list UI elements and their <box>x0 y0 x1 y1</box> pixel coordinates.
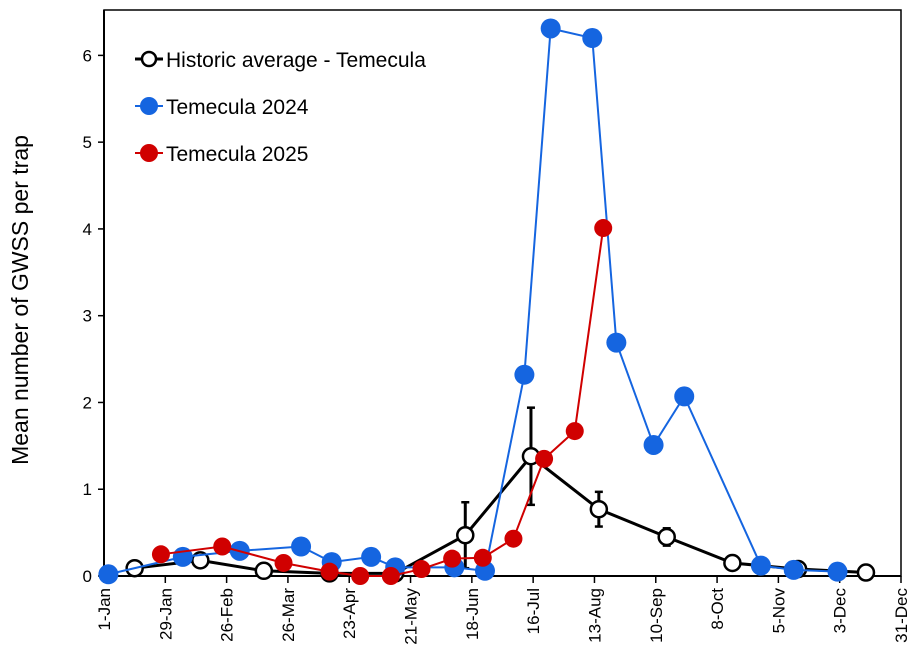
x-tick-label: 8-Oct <box>708 588 727 630</box>
data-point <box>443 549 462 568</box>
y-tick-label: 0 <box>83 567 92 586</box>
legend-label: Temecula 2024 <box>166 96 309 119</box>
y-axis-label: Mean number of GWSS per trap <box>7 135 33 465</box>
series-1 <box>98 18 848 585</box>
x-tick-label: 1-Jan <box>95 588 114 631</box>
data-point <box>856 563 876 582</box>
legend-item: Temecula 2025 <box>135 143 308 166</box>
x-tick-label: 16-Jul <box>524 588 543 634</box>
data-point <box>643 434 664 455</box>
data-point <box>473 548 492 567</box>
data-point <box>657 527 676 547</box>
x-tick-label: 29-Jan <box>156 588 175 640</box>
data-point <box>540 18 561 39</box>
legend: Historic average - Temecula Temecula 2024… <box>135 49 426 166</box>
data-point <box>213 537 232 556</box>
data-point <box>723 553 742 573</box>
y-tick-label: 4 <box>83 220 92 239</box>
data-point <box>361 546 382 567</box>
series-line <box>108 27 838 576</box>
series-line <box>160 227 605 577</box>
x-tick-label: 21-May <box>402 588 421 645</box>
data-point <box>750 555 771 576</box>
data-point <box>606 332 627 353</box>
data-point <box>291 536 312 557</box>
x-tick-label: 13-Aug <box>585 588 604 643</box>
legend-marker <box>140 97 158 115</box>
data-point <box>514 364 535 385</box>
legend-marker <box>140 50 158 68</box>
data-point <box>827 561 848 582</box>
series-line <box>134 454 867 575</box>
data-point <box>274 553 293 572</box>
data-point <box>254 561 274 581</box>
data-point <box>589 499 609 519</box>
data-point <box>783 559 804 580</box>
y-tick-label: 6 <box>83 46 92 65</box>
legend-item: Historic average - Temecula <box>135 49 426 72</box>
axes: 0 1 2 3 4 5 6 1-Jan 29-Jan 26-Feb 26-Mar 23-Apr 21-M… <box>83 9 910 645</box>
x-tick-label: 23-Apr <box>340 588 359 639</box>
y-tick-label: 3 <box>83 307 92 326</box>
x-tick-label: 10-Sep <box>647 588 666 643</box>
data-point <box>151 545 170 564</box>
data-point <box>456 525 475 545</box>
x-tick-label: 5-Nov <box>769 588 788 634</box>
x-tick-label: 26-Mar <box>279 588 298 642</box>
data-point <box>320 562 339 581</box>
x-tick-label: 3-Dec <box>831 588 850 634</box>
series-2 <box>151 219 613 585</box>
data-point <box>674 386 695 407</box>
data-point <box>504 529 523 548</box>
data-point <box>594 219 613 238</box>
x-tick-label: 31-Dec <box>892 588 910 643</box>
legend-label: Temecula 2025 <box>166 143 308 166</box>
y-tick-label: 5 <box>83 133 92 152</box>
legend-marker <box>140 144 158 162</box>
data-point <box>98 564 119 585</box>
series-layer <box>98 18 876 585</box>
y-tick-label: 2 <box>83 393 92 412</box>
y-tick-label: 1 <box>83 480 92 499</box>
data-point <box>412 560 431 579</box>
data-point <box>381 567 400 585</box>
legend-label: Historic average - Temecula <box>166 49 426 72</box>
data-point <box>535 449 554 468</box>
data-point <box>351 567 370 585</box>
x-tick-label: 18-Jun <box>463 588 482 640</box>
data-point <box>565 422 584 441</box>
legend-item: Temecula 2024 <box>135 96 309 119</box>
data-point <box>582 28 603 49</box>
x-tick-label: 26-Feb <box>218 588 237 642</box>
